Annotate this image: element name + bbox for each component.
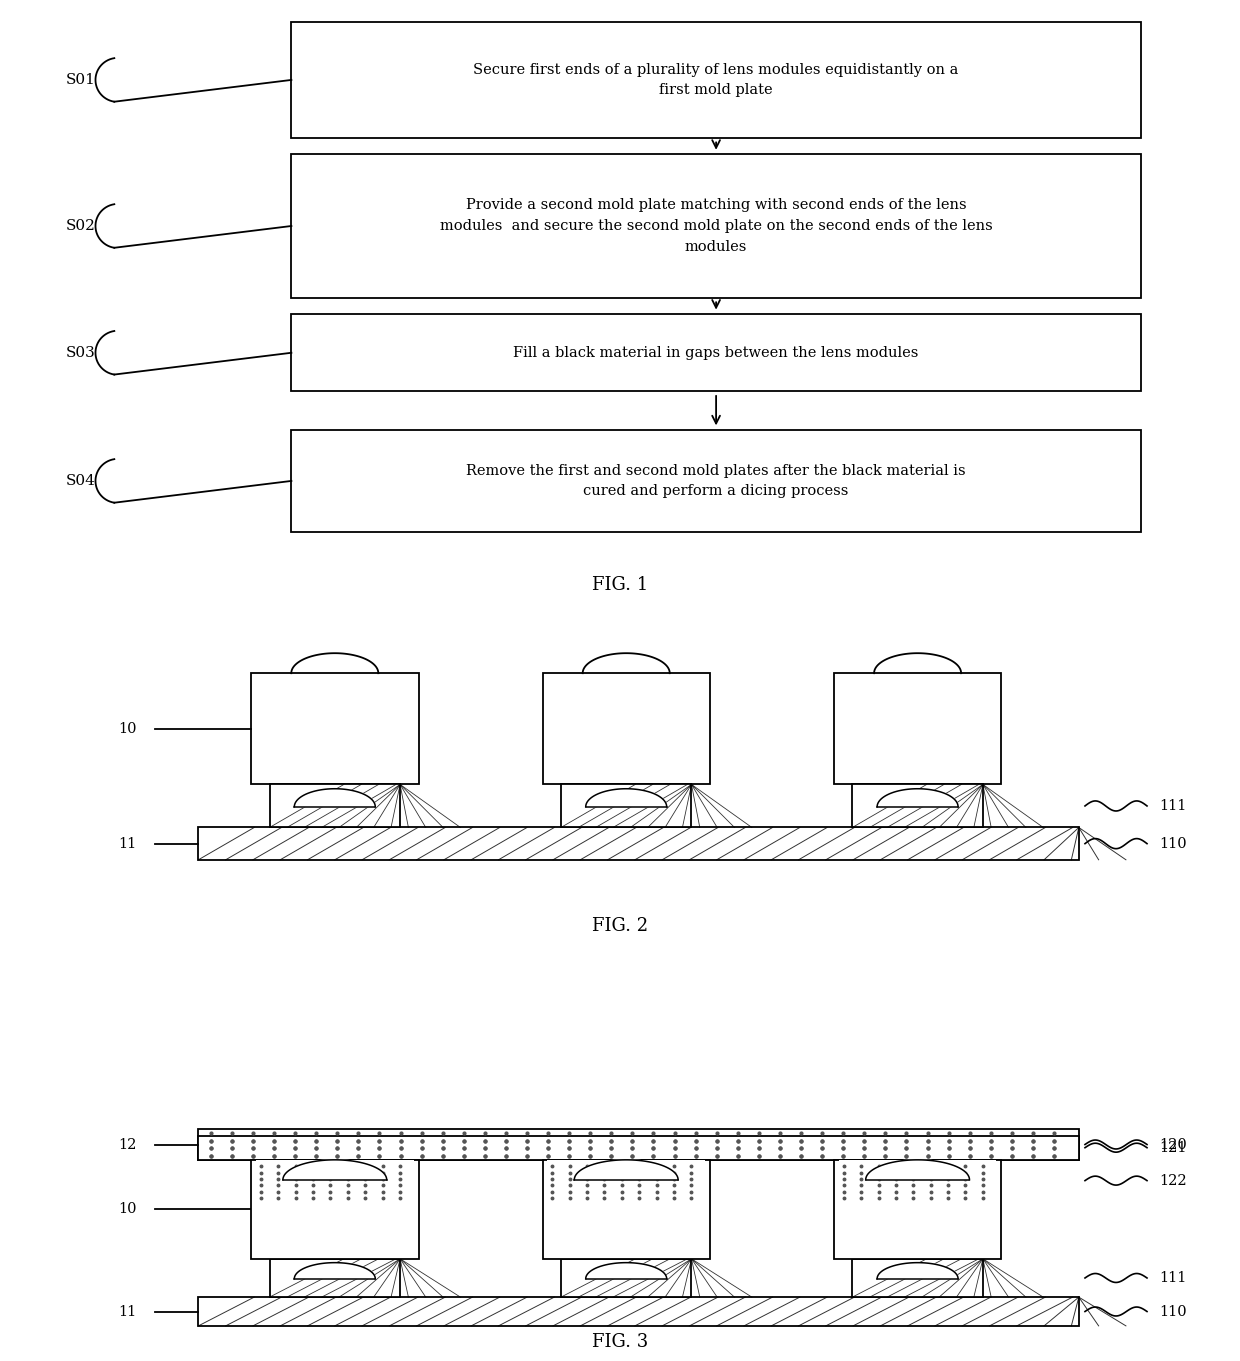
Text: S03: S03 xyxy=(66,346,95,359)
Polygon shape xyxy=(874,653,961,674)
Polygon shape xyxy=(291,653,378,674)
Text: Provide a second mold plate matching with second ends of the lens
modules  and s: Provide a second mold plate matching wit… xyxy=(440,199,992,253)
Bar xyxy=(269,784,401,827)
Text: 11: 11 xyxy=(118,837,136,851)
Bar xyxy=(560,1259,692,1297)
Bar xyxy=(852,784,983,827)
Polygon shape xyxy=(877,1263,959,1279)
Text: FIG. 2: FIG. 2 xyxy=(591,917,649,935)
Bar xyxy=(543,1160,709,1259)
Polygon shape xyxy=(866,1160,970,1180)
Text: 120: 120 xyxy=(1159,1138,1187,1151)
Polygon shape xyxy=(574,1160,678,1180)
Bar xyxy=(252,674,419,784)
Bar xyxy=(198,827,1079,860)
Bar xyxy=(257,1160,414,1202)
Text: S01: S01 xyxy=(66,73,95,87)
Bar xyxy=(560,784,692,827)
Text: 10: 10 xyxy=(118,721,136,736)
Text: 110: 110 xyxy=(1159,1304,1187,1319)
Bar xyxy=(548,1160,704,1202)
Bar xyxy=(543,674,709,784)
Polygon shape xyxy=(877,789,959,807)
Bar xyxy=(839,1160,997,1202)
Text: S04: S04 xyxy=(66,474,95,489)
Bar xyxy=(835,674,1002,784)
Polygon shape xyxy=(294,789,376,807)
Bar xyxy=(198,1130,1079,1160)
Bar xyxy=(291,430,1141,532)
Text: Remove the first and second mold plates after the black material is
cured and pe: Remove the first and second mold plates … xyxy=(466,464,966,498)
Polygon shape xyxy=(283,1160,387,1180)
Text: FIG. 3: FIG. 3 xyxy=(591,1334,649,1351)
Polygon shape xyxy=(583,653,670,674)
Text: 121: 121 xyxy=(1159,1141,1187,1154)
Bar xyxy=(835,1160,1002,1259)
Text: Secure first ends of a plurality of lens modules equidistantly on a
first mold p: Secure first ends of a plurality of lens… xyxy=(474,63,959,97)
Text: 111: 111 xyxy=(1159,1271,1187,1285)
Text: 122: 122 xyxy=(1159,1173,1187,1188)
Bar xyxy=(252,1160,419,1259)
Bar xyxy=(852,1259,983,1297)
Bar xyxy=(291,314,1141,392)
Text: FIG. 1: FIG. 1 xyxy=(591,576,649,593)
Text: 111: 111 xyxy=(1159,799,1187,813)
Bar xyxy=(269,1259,401,1297)
Bar xyxy=(291,154,1141,298)
Text: 11: 11 xyxy=(118,1304,136,1319)
Polygon shape xyxy=(585,1263,667,1279)
Polygon shape xyxy=(294,1263,376,1279)
Text: S02: S02 xyxy=(66,219,95,233)
Bar xyxy=(198,1297,1079,1326)
Text: 110: 110 xyxy=(1159,837,1187,851)
Polygon shape xyxy=(585,789,667,807)
Bar xyxy=(198,1135,1079,1160)
Text: 10: 10 xyxy=(118,1202,136,1217)
Text: 12: 12 xyxy=(118,1138,136,1151)
Bar xyxy=(291,22,1141,137)
Text: Fill a black material in gaps between the lens modules: Fill a black material in gaps between th… xyxy=(513,346,919,359)
